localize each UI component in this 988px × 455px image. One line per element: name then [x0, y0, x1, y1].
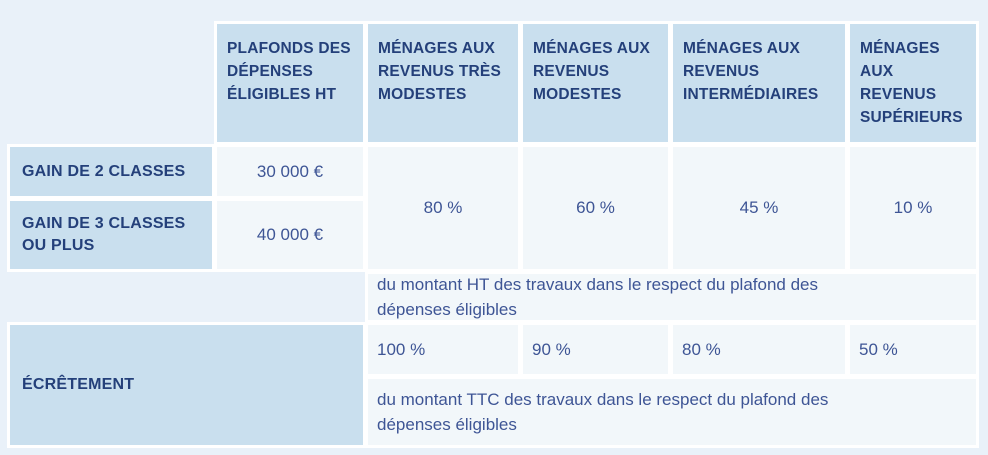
- plafond-gain-3-classes-ou-plus: 40 000 €: [214, 198, 366, 272]
- row-header-gain-2-classes: GAIN DE 2 CLASSES: [7, 144, 215, 199]
- aid-table: PLAFONDS DES DÉPENSES ÉLIGIBLES HT MÉNAG…: [7, 21, 979, 448]
- column-header-plafonds-depenses: PLAFONDS DES DÉPENSES ÉLIGIBLES HT: [214, 21, 366, 145]
- ecretement-rate-modestes: 90 %: [520, 322, 671, 377]
- aid-rates-note-ht: du montant HT des travaux dans le respec…: [365, 271, 979, 323]
- ecretement-rate-tres-modestes: 100 %: [365, 322, 521, 377]
- column-header-revenus-superieurs: MÉNAGES AUX REVENUS SUPÉRIEURS: [847, 21, 979, 145]
- row-header-gain-3-classes-ou-plus: GAIN DE 3 CLASSES OU PLUS: [7, 198, 215, 272]
- aid-rate-intermediaires: 45 %: [670, 144, 848, 272]
- ecretement-rate-superieurs: 50 %: [847, 322, 979, 377]
- aid-rates-note-ht-text: du montant HT des travaux dans le respec…: [377, 274, 819, 320]
- aid-rate-superieurs: 10 %: [847, 144, 979, 272]
- aid-rate-tres-modestes: 80 %: [365, 144, 521, 272]
- column-header-revenus-modestes: MÉNAGES AUX REVENUS MODESTES: [520, 21, 671, 145]
- column-header-revenus-tres-modestes: MÉNAGES AUX REVENUS TRÈS MODESTES: [365, 21, 521, 145]
- row-header-ecretement: ÉCRÊTEMENT: [7, 322, 366, 448]
- column-header-revenus-intermediaires: MÉNAGES AUX REVENUS INTERMÉDIAIRES: [670, 21, 848, 145]
- ecretement-note-ttc: du montant TTC des travaux dans le respe…: [365, 376, 979, 448]
- ecretement-rate-intermediaires: 80 %: [670, 322, 848, 377]
- plafond-gain-2-classes: 30 000 €: [214, 144, 366, 199]
- ecretement-note-ttc-text: du montant TTC des travaux dans le respe…: [377, 389, 829, 435]
- aid-rate-modestes: 60 %: [520, 144, 671, 272]
